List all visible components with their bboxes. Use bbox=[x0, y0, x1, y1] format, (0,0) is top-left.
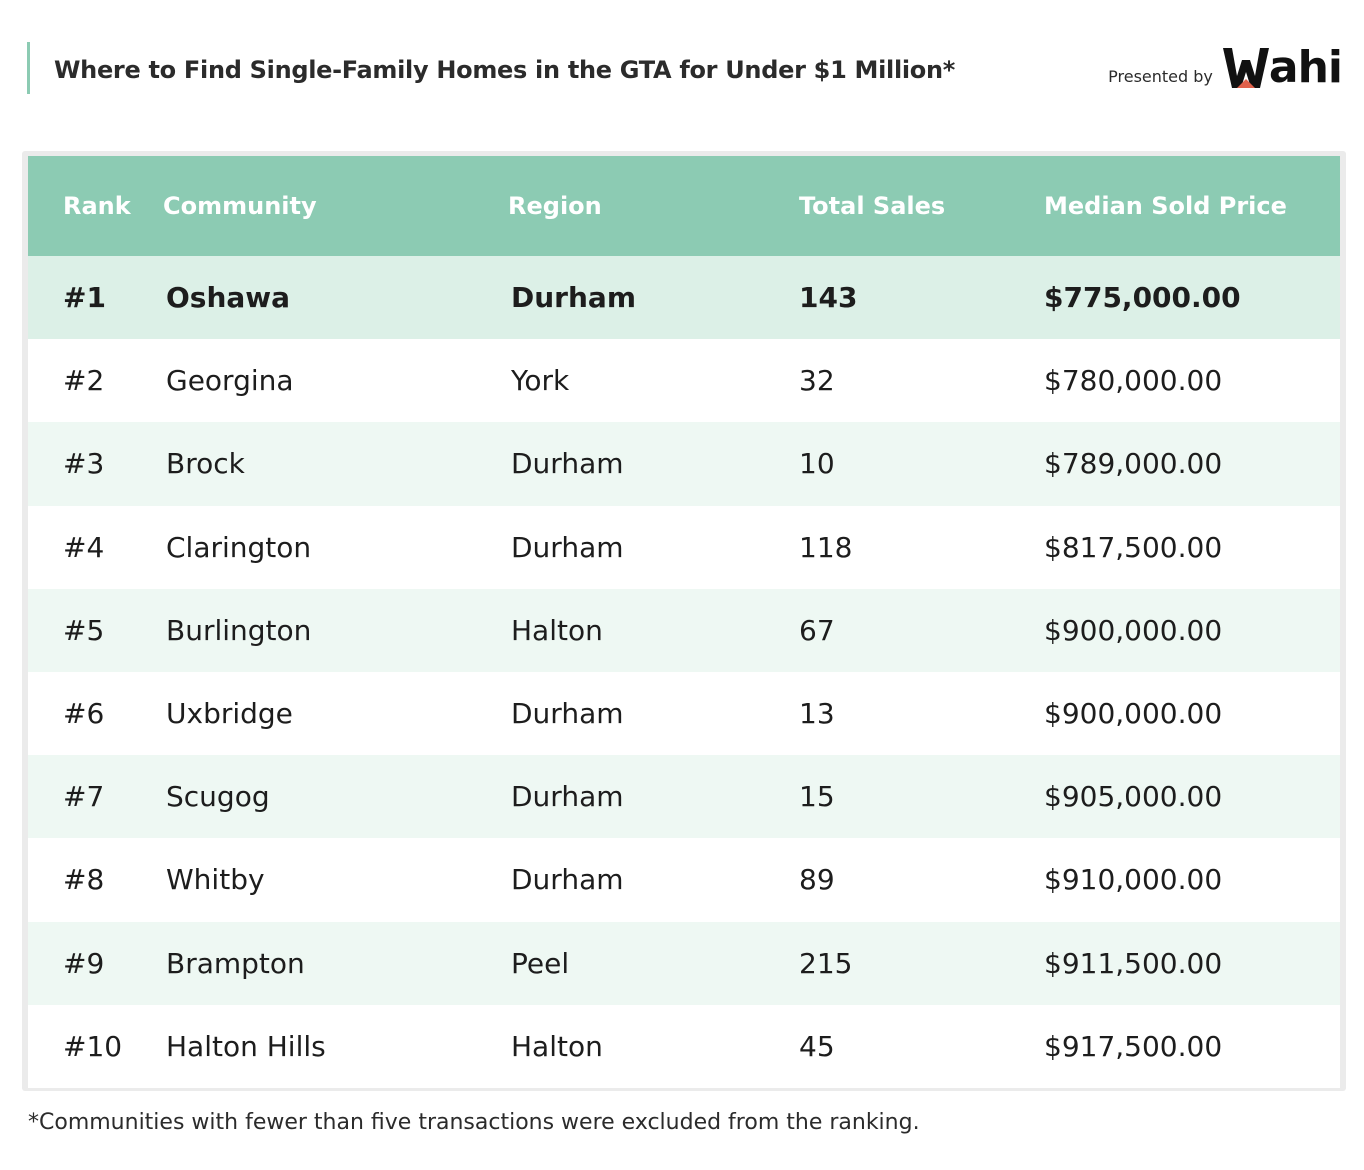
region-cell: Durham bbox=[511, 530, 624, 564]
rank-cell: #2 bbox=[63, 364, 105, 398]
table-row: #8 Whitby Durham 89 $910,000.00 bbox=[28, 838, 1340, 922]
total-sales-cell: 89 bbox=[799, 863, 835, 897]
title-accent-bar bbox=[27, 42, 30, 94]
median-price-cell: $910,000.00 bbox=[1044, 863, 1223, 897]
total-sales-cell: 13 bbox=[799, 697, 835, 731]
median-price-cell: $905,000.00 bbox=[1044, 780, 1223, 814]
page-title: Where to Find Single-Family Homes in the… bbox=[54, 56, 956, 84]
header: Where to Find Single-Family Homes in the… bbox=[0, 0, 1364, 130]
median-price-cell: $817,500.00 bbox=[1044, 530, 1223, 564]
region-cell: Halton bbox=[511, 613, 603, 647]
column-header-rank: Rank bbox=[63, 192, 131, 220]
total-sales-cell: 45 bbox=[799, 1029, 835, 1063]
rank-cell: #3 bbox=[63, 447, 105, 481]
community-cell: Brampton bbox=[166, 946, 305, 980]
table-row: #10 Halton Hills Halton 45 $917,500.00 bbox=[28, 1004, 1340, 1088]
community-cell: Whitby bbox=[166, 863, 265, 897]
ranking-table: Rank Community Region Total Sales Median… bbox=[28, 156, 1340, 1088]
total-sales-cell: 215 bbox=[799, 946, 853, 980]
rank-cell: #6 bbox=[63, 697, 105, 731]
wahi-logo: ahi bbox=[1222, 42, 1343, 93]
total-sales-cell: 10 bbox=[799, 447, 835, 481]
table-row: #2 Georgina York 32 $780,000.00 bbox=[28, 339, 1340, 423]
region-cell: Durham bbox=[511, 447, 624, 481]
table-row: #9 Brampton Peel 215 $911,500.00 bbox=[28, 921, 1340, 1005]
logo-text: ahi bbox=[1268, 42, 1343, 93]
rank-cell: #1 bbox=[63, 281, 106, 315]
community-cell: Brock bbox=[166, 447, 245, 481]
community-cell: Clarington bbox=[166, 530, 312, 564]
community-cell: Scugog bbox=[166, 780, 270, 814]
community-cell: Halton Hills bbox=[166, 1029, 326, 1063]
table-row: #5 Burlington Halton 67 $900,000.00 bbox=[28, 588, 1340, 672]
footnote: *Communities with fewer than five transa… bbox=[28, 1110, 920, 1135]
total-sales-cell: 143 bbox=[799, 281, 858, 315]
table-row: #4 Clarington Durham 118 $817,500.00 bbox=[28, 505, 1340, 589]
total-sales-cell: 15 bbox=[799, 780, 835, 814]
median-price-cell: $789,000.00 bbox=[1044, 447, 1223, 481]
rank-cell: #10 bbox=[63, 1029, 123, 1063]
column-header-community: Community bbox=[163, 192, 317, 220]
rank-cell: #7 bbox=[63, 780, 105, 814]
roof-icon bbox=[1236, 79, 1255, 88]
rank-cell: #9 bbox=[63, 946, 105, 980]
table-row: #1 Oshawa Durham 143 $775,000.00 bbox=[28, 256, 1340, 340]
rank-cell: #5 bbox=[63, 613, 105, 647]
median-price-cell: $780,000.00 bbox=[1044, 364, 1223, 398]
table-body: #1 Oshawa Durham 143 $775,000.00 #2 Georgina Yo… bbox=[28, 256, 1340, 1088]
total-sales-cell: 32 bbox=[799, 364, 835, 398]
median-price-cell: $775,000.00 bbox=[1044, 281, 1241, 315]
table-row: #3 Brock Durham 10 $789,000.00 bbox=[28, 422, 1340, 506]
total-sales-cell: 67 bbox=[799, 613, 835, 647]
brand-block: Presented by ahi bbox=[1108, 42, 1343, 93]
table-row: #6 Uxbridge Durham 13 $900,000.00 bbox=[28, 671, 1340, 756]
region-cell: Durham bbox=[511, 863, 624, 897]
region-cell: York bbox=[511, 364, 570, 398]
rank-cell: #4 bbox=[63, 530, 105, 564]
median-price-cell: $900,000.00 bbox=[1044, 697, 1223, 731]
column-header-total-sales: Total Sales bbox=[799, 192, 946, 220]
column-header-region: Region bbox=[508, 192, 602, 220]
table-header-row: Rank Community Region Total Sales Median… bbox=[28, 156, 1340, 256]
region-cell: Durham bbox=[511, 281, 636, 315]
region-cell: Durham bbox=[511, 697, 624, 731]
median-price-cell: $900,000.00 bbox=[1044, 613, 1223, 647]
column-header-median-sold-price: Median Sold Price bbox=[1044, 192, 1287, 220]
region-cell: Peel bbox=[511, 946, 570, 980]
median-price-cell: $911,500.00 bbox=[1044, 946, 1223, 980]
total-sales-cell: 118 bbox=[799, 530, 853, 564]
community-cell: Georgina bbox=[166, 364, 294, 398]
community-cell: Oshawa bbox=[166, 281, 291, 315]
wahi-w-logo-icon bbox=[1222, 48, 1269, 88]
region-cell: Durham bbox=[511, 780, 624, 814]
table-frame: Rank Community Region Total Sales Median… bbox=[22, 151, 1346, 1091]
rank-cell: #8 bbox=[63, 863, 105, 897]
community-cell: Burlington bbox=[166, 613, 312, 647]
region-cell: Halton bbox=[511, 1029, 603, 1063]
presented-by-label: Presented by bbox=[1108, 67, 1213, 86]
community-cell: Uxbridge bbox=[166, 697, 293, 731]
table-row: #7 Scugog Durham 15 $905,000.00 bbox=[28, 755, 1340, 839]
median-price-cell: $917,500.00 bbox=[1044, 1029, 1223, 1063]
